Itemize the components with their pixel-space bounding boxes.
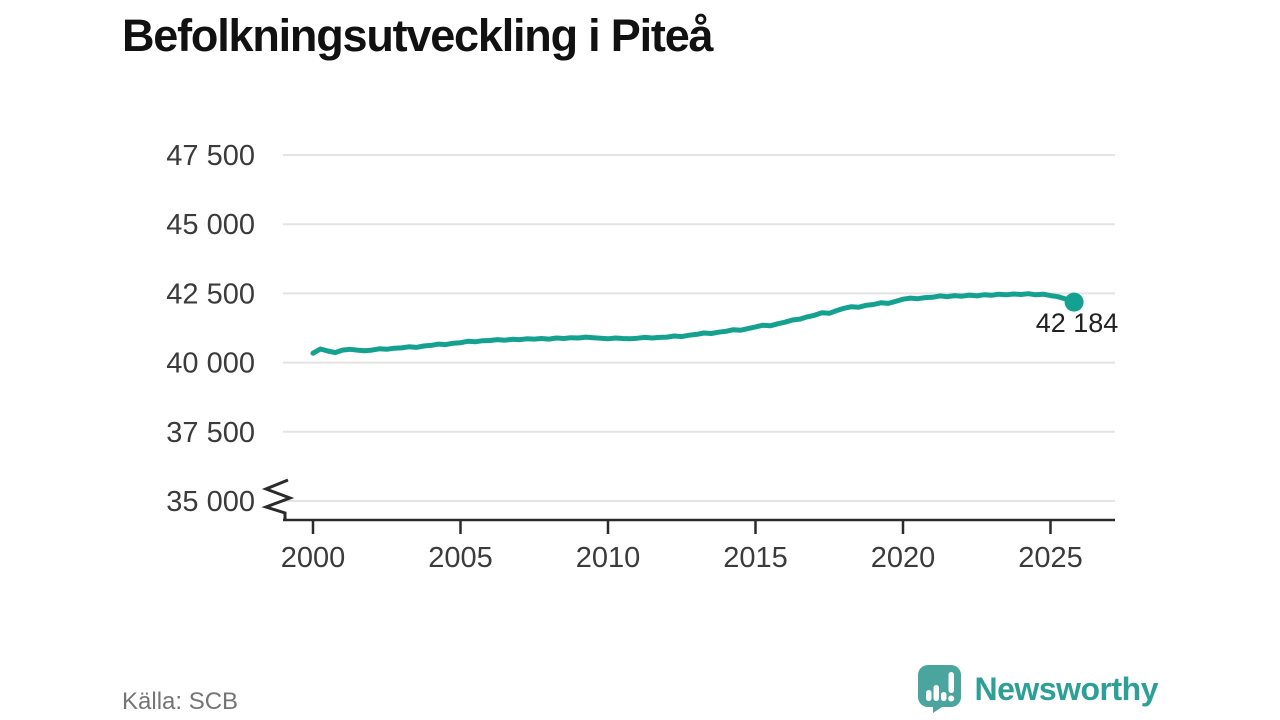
- x-tick-label: 2015: [723, 542, 788, 574]
- x-tick-label: 2020: [871, 542, 936, 574]
- y-tick-label: 35 000: [166, 486, 255, 518]
- y-tick-label: 45 000: [166, 209, 255, 241]
- speech-bubble-shape: [917, 665, 961, 713]
- exclamation-dot: [947, 695, 954, 702]
- x-tick-label: 2005: [428, 542, 493, 574]
- brand-name: Newsworthy: [974, 670, 1159, 707]
- newsworthy-branding: Newsworthy: [917, 664, 1159, 713]
- population-series-line: [310, 291, 1077, 356]
- y-tick-label: 37 500: [166, 417, 255, 449]
- y-axis-tick-labels: 35 000 37 500 40 000 42 500 45 000 47 500: [166, 140, 255, 518]
- exclamation-bar: [948, 672, 954, 693]
- x-tick-label: 2010: [576, 542, 641, 574]
- source-note: Källa: SCB: [122, 688, 239, 715]
- bar-3: [940, 692, 947, 701]
- y-axis-break-icon: [261, 478, 295, 520]
- y-tick-label: 47 500: [166, 140, 255, 172]
- x-tick-label: 2025: [1018, 542, 1083, 574]
- bar-2: [933, 685, 939, 701]
- page-title: Befolkningsutveckling i Piteå: [122, 10, 714, 61]
- bar-1: [925, 690, 932, 701]
- newsworthy-logo-icon: [917, 665, 961, 713]
- last-value-label: 42 184: [1035, 308, 1119, 338]
- x-axis-tick-labels: 2000 2005 2010 2015 2020 2025: [281, 542, 1083, 574]
- y-tick-label: 40 000: [166, 348, 255, 380]
- gridlines: [283, 154, 1115, 502]
- last-value-marker: [1064, 292, 1084, 312]
- x-axis: [283, 518, 1115, 534]
- x-tick-label: 2000: [281, 542, 346, 574]
- y-tick-label: 42 500: [166, 278, 255, 310]
